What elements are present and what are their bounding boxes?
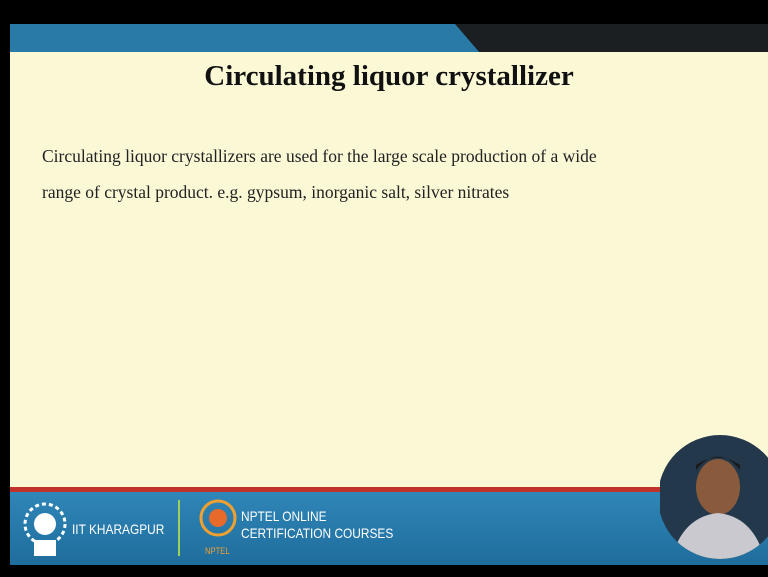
institute-name: IIT KHARAGPUR [72, 521, 164, 537]
nptel-logo [198, 498, 238, 544]
iit-logo [20, 496, 70, 560]
nptel-text: NPTEL ONLINE [241, 508, 327, 524]
top-bar-dark [455, 24, 768, 53]
slide-title: Circulating liquor crystallizer [10, 60, 768, 93]
top-bar [10, 24, 480, 53]
nptel-badge: NPTEL [205, 546, 230, 556]
body-text: Circulating liquor crystallizers are use… [42, 146, 597, 167]
nptel-text: CERTIFICATION COURSES [241, 525, 393, 541]
page: Circulating liquor crystallizer Circulat… [0, 0, 768, 577]
slide [10, 52, 768, 487]
separator [178, 500, 180, 556]
body-text: range of crystal product. e.g. gypsum, i… [42, 182, 509, 203]
speaker-video [660, 425, 768, 565]
